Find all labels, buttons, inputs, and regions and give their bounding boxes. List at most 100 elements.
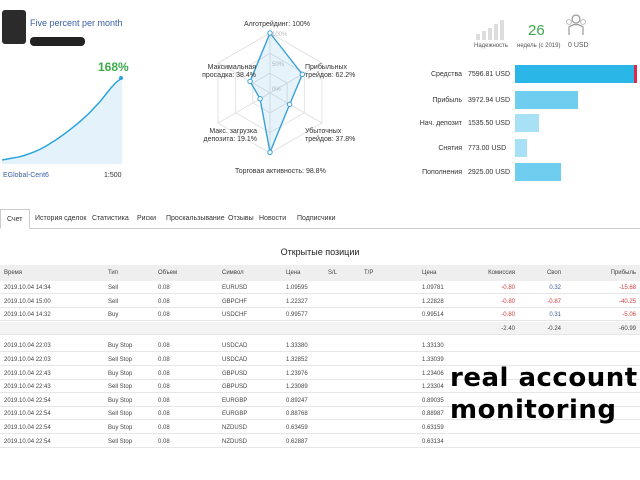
table-cell: Sell Stop <box>108 357 133 363</box>
table-cell: 0.88768 <box>286 411 308 418</box>
finance-bar <box>515 163 562 181</box>
tab-1[interactable]: История сделок <box>35 215 87 222</box>
tab-0[interactable]: Счет <box>0 209 30 229</box>
column-header[interactable]: Цена <box>422 270 437 276</box>
signal-title[interactable]: Five percent per month <box>30 18 123 28</box>
column-header[interactable]: Своп <box>546 270 561 276</box>
finance-bar <box>515 114 540 132</box>
table-row[interactable]: 2019.10.04 22:43 Sell Stop 0.08 GBPUSD 1.230… <box>0 380 640 394</box>
radar-ring-label: 50% <box>272 62 285 68</box>
finance-value: 773.00 USD <box>468 145 507 152</box>
table-row[interactable]: 2019.10.04 22:54 Buy Stop 0.08 NZDUSD 0.6345… <box>0 421 640 434</box>
table-cell: 1.09595 <box>286 285 308 291</box>
table-cell: 0.08 <box>158 370 170 377</box>
table-row[interactable]: -2.40 -0.24 -60.99 <box>0 321 640 335</box>
table-cell: Sell Stop <box>108 384 133 391</box>
radar-value-shape <box>249 31 304 155</box>
column-header[interactable]: Время <box>4 270 23 276</box>
weeks-value: 26 <box>528 22 545 39</box>
open-positions-title: Открытые позиции <box>280 247 360 257</box>
table-cell: Sell <box>108 285 119 291</box>
tab-7[interactable]: Подписчики <box>297 215 336 222</box>
radar-label-deposit-load: Макс. загрузка депозита: 19.1% <box>203 128 257 143</box>
table-row[interactable]: 2019.10.04 15:00 Sell 0.08 GBPCHF 1.22327 1.2… <box>0 295 640 308</box>
finance-bar <box>515 65 637 83</box>
radar-axis <box>269 62 323 94</box>
table-cell: Buy Stop <box>108 370 133 377</box>
finance-label: Нач. депозит <box>419 120 462 127</box>
table-row[interactable]: 2019.10.04 22:54 Sell Stop 0.08 NZDUSD 0.628… <box>0 435 640 448</box>
table-row[interactable]: 2019.10.04 22:54 Buy Stop 0.08 EURGBP 0.8924… <box>0 394 640 407</box>
radar-value-point <box>286 101 293 108</box>
reliability-bars-icon <box>476 20 504 40</box>
radar-value-point <box>267 149 273 155</box>
table-cell: 2019.10.04 15:00 <box>4 298 51 305</box>
column-header[interactable]: Прибыль <box>610 270 636 276</box>
table-cell: -0.24 <box>547 325 561 332</box>
table-cell: Sell Stop <box>108 411 133 418</box>
column-header[interactable]: T/P <box>364 270 374 276</box>
radar-value-point <box>257 96 263 102</box>
column-header[interactable]: S/L <box>328 270 338 276</box>
table-cell: EURUSD <box>222 285 248 291</box>
table-cell: -2.40 <box>501 325 515 332</box>
table-cell: 2019.10.04 22:54 <box>4 397 51 404</box>
finance-value: 1535.50 USD <box>468 120 511 127</box>
tab-6[interactable]: Новости <box>259 215 287 222</box>
table-cell: -0.80 <box>501 312 515 319</box>
table-cell: 0.31 <box>549 312 561 319</box>
growth-end-point <box>119 76 123 80</box>
table-cell: 0.08 <box>158 312 170 319</box>
table-cell: 0.08 <box>158 285 170 291</box>
table-cell: Buy Stop <box>108 397 133 404</box>
table-row[interactable]: 2019.10.04 22:43 Buy Stop 0.08 GBPUSD 1.2397… <box>0 367 640 380</box>
table-cell: 0.08 <box>158 384 170 391</box>
author-name-redacted <box>30 37 85 46</box>
table-cell: -60.99 <box>618 325 636 332</box>
table-cell: 2019.10.04 22:43 <box>4 384 51 391</box>
finance-label: Снятия <box>438 145 462 152</box>
table-cell: -5.06 <box>622 312 636 319</box>
column-header[interactable]: Комиссия <box>488 270 515 276</box>
watermark-line-1: real account <box>450 363 638 393</box>
column-header[interactable]: Символ <box>222 270 244 276</box>
radar-ring-label: 0% <box>272 87 281 93</box>
radar-value-point <box>267 30 273 36</box>
column-header[interactable]: Цена <box>286 270 301 276</box>
finance-value: 3972.94 USD <box>468 97 511 104</box>
tab-3[interactable]: Риски <box>137 215 157 222</box>
table-cell: Buy Stop <box>108 425 133 431</box>
finance-value: 7596.81 USD <box>468 71 511 78</box>
table-cell: 0.08 <box>158 298 170 305</box>
table-cell: 0.08 <box>158 425 170 431</box>
table-header: Время Тип Объем Символ Цена S/L T/P Цена Комисси… <box>0 265 640 281</box>
table-row[interactable]: 2019.10.04 22:03 Sell Stop 0.08 USDCAD 1.328… <box>0 353 640 366</box>
column-header[interactable]: Тип <box>108 270 119 276</box>
table-cell: 0.63159 <box>422 425 444 431</box>
table-cell: 1.33130 <box>422 343 444 350</box>
table-cell: GBPUSD <box>222 384 248 391</box>
table-cell: Buy Stop <box>108 343 133 350</box>
table-cell: 0.63134 <box>422 438 444 445</box>
column-header[interactable]: Объем <box>158 270 178 276</box>
table-cell: 0.89247 <box>286 397 308 404</box>
table-row[interactable]: 2019.10.04 14:32 Buy 0.08 USDCHF 0.99577 0.99… <box>0 308 640 322</box>
broker-link[interactable]: EGlobal-Cent6 <box>3 172 49 179</box>
table-cell: GBPUSD <box>222 370 248 377</box>
table-cell: -40.25 <box>618 298 636 305</box>
tab-2[interactable]: Статистика <box>92 215 129 222</box>
tab-bar: Счет История сделок Статистика Риски Проскал… <box>0 209 640 229</box>
tab-5[interactable]: Отзывы <box>228 215 254 222</box>
radar-label-activity: Торговая активность: 98.8% <box>235 168 326 175</box>
table-row[interactable]: 2019.10.04 22:03 Buy Stop 0.08 USDCAD 1.3338… <box>0 339 640 353</box>
table-cell: 1.22327 <box>286 298 308 305</box>
radar-value-point <box>299 71 306 78</box>
growth-percent: 168% <box>98 60 129 74</box>
table-cell: USDCAD <box>222 357 248 363</box>
table-cell: 2019.10.04 22:54 <box>4 425 51 431</box>
tab-4[interactable]: Проскальзывание <box>166 215 225 222</box>
table-row[interactable]: 2019.10.04 14:34 Sell 0.08 EURUSD 1.09595 1.0… <box>0 281 640 294</box>
table-cell: -15.68 <box>618 285 636 291</box>
table-cell: 1.23304 <box>422 384 444 391</box>
table-row[interactable]: 2019.10.04 22:54 Sell Stop 0.08 EURGBP 0.887… <box>0 407 640 421</box>
